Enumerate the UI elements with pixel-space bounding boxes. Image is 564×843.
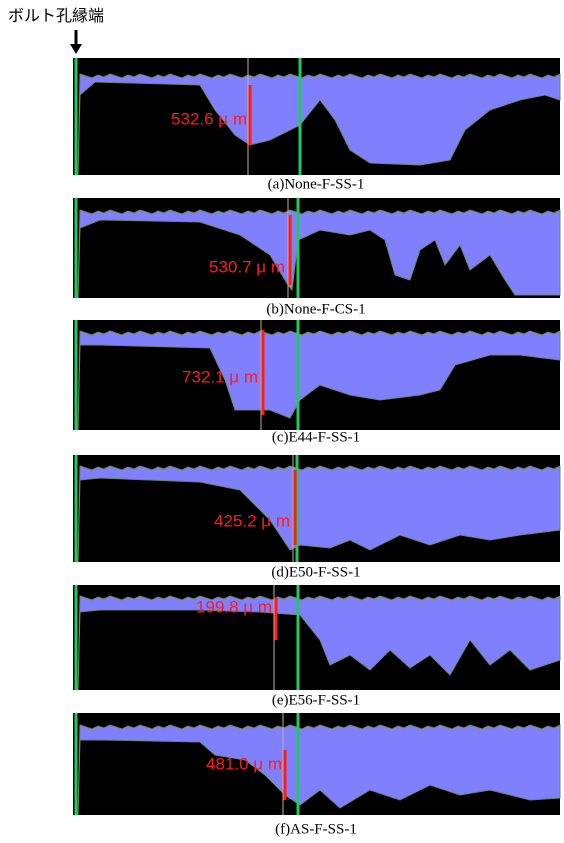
measurement-label: 425.2 μ m [214,511,290,530]
panel-caption: (a)None-F-SS-1 [268,176,365,192]
measurement-label: 530.7 μ m [209,257,285,276]
measurement-label: 199.8 μ m [196,597,272,616]
figure: ボルト孔縁端 532.6 μ m (a)None-F-SS-1 530.7 μ m (… [0,0,564,843]
panel-caption: (b)None-F-CS-1 [266,301,365,317]
panel-caption: (c)E44-F-SS-1 [272,429,360,445]
measurement-label: 481.0 μ m [206,754,282,773]
measurement-label: 532.6 μ m [171,109,247,128]
panel-caption: (d)E50-F-SS-1 [271,564,360,580]
panel-caption: (f)AS-F-SS-1 [275,821,357,837]
panel-caption: (e)E56-F-SS-1 [272,692,360,708]
measurement-label: 732.1 μ m [182,367,258,386]
header-label: ボルト孔縁端 [8,6,104,25]
arrow-head [70,44,82,54]
